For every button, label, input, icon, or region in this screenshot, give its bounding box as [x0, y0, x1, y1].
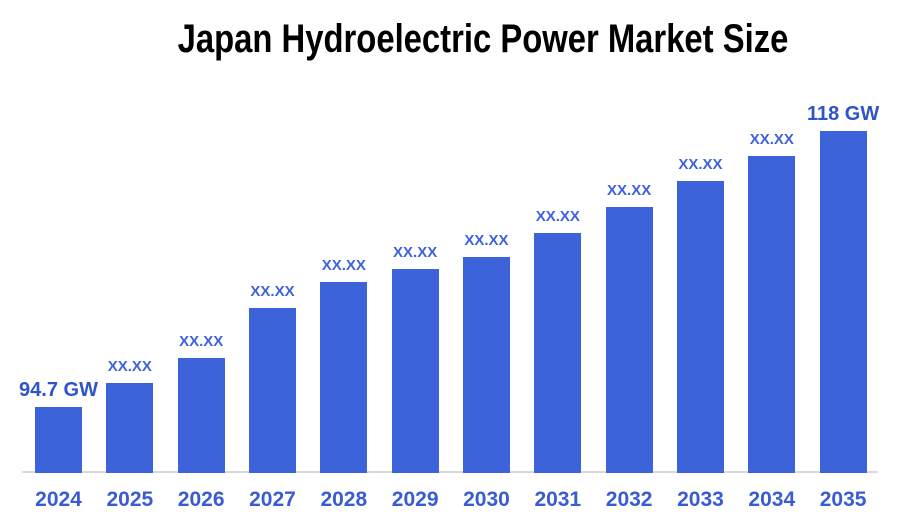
bar-column-2033: XX.XX: [676, 156, 724, 473]
bar-column-2032: XX.XX: [605, 182, 653, 473]
x-tick-2034: 2034: [748, 488, 796, 511]
bar-2032: [605, 207, 653, 473]
bar-value-label-2029: XX.XX: [393, 244, 438, 261]
bar-column-2034: XX.XX: [748, 131, 796, 473]
x-axis-line: [22, 471, 878, 473]
bar-value-label-2031: XX.XX: [535, 208, 580, 225]
x-tick-2033: 2033: [677, 488, 724, 511]
bar-column-2027: XX.XX: [248, 283, 296, 473]
bar-column-2031: XX.XX: [534, 208, 582, 473]
bar-column-2035: 118 GW: [807, 104, 879, 473]
x-tick-2027: 2027: [249, 488, 296, 511]
bar-2026: [177, 358, 225, 473]
bar-value-label-2024: 94.7 GW: [19, 379, 98, 401]
x-tick-2035: 2035: [819, 488, 867, 511]
bar-column-2026: XX.XX: [177, 333, 225, 473]
bar-value-label-2025: XX.XX: [107, 358, 152, 375]
bar-2030: [462, 257, 510, 473]
chart-title: Japan Hydroelectric Power Market Size: [177, 17, 789, 61]
bar-value-label-2032: XX.XX: [607, 182, 652, 199]
bar-value-label-2028: XX.XX: [321, 257, 366, 274]
bars-group: 94.7 GW XX.XX XX.XX XX.XX XX.XX XX.XX XX.XX XX.…: [19, 53, 879, 473]
x-axis-labels: 2024 2025 2026 2027 2028 2029 2030 2031 2032 2033…: [35, 489, 867, 510]
x-tick-2031: 2031: [534, 488, 582, 511]
bar-2027: [248, 308, 296, 473]
bar-column-2029: XX.XX: [391, 244, 439, 473]
bar-value-label-2035: 118 GW: [806, 103, 880, 125]
bar-value-label-2027: XX.XX: [250, 283, 295, 300]
bar-2033: [676, 181, 724, 473]
bar-2024: [35, 407, 82, 473]
bar-value-label-2030: XX.XX: [464, 232, 509, 249]
x-tick-2032: 2032: [605, 488, 653, 511]
x-tick-2030: 2030: [463, 488, 510, 511]
bar-value-label-2034: XX.XX: [749, 131, 794, 148]
bar-value-label-2033: XX.XX: [678, 156, 723, 173]
bar-2035: [819, 131, 867, 473]
bar-2031: [534, 233, 582, 473]
x-tick-2028: 2028: [320, 488, 368, 511]
bar-column-2024: 94.7 GW: [19, 380, 98, 473]
bar-column-2030: XX.XX: [462, 232, 510, 473]
x-tick-2025: 2025: [106, 488, 154, 511]
x-tick-2029: 2029: [391, 488, 439, 511]
bar-2028: [320, 282, 368, 473]
bar-2025: [106, 383, 154, 473]
bar-column-2028: XX.XX: [320, 257, 368, 473]
bar-column-2025: XX.XX: [106, 358, 154, 473]
bar-2034: [748, 156, 796, 473]
bar-2029: [391, 269, 439, 473]
bar-value-label-2026: XX.XX: [179, 333, 224, 350]
x-tick-2026: 2026: [177, 488, 225, 511]
x-tick-2024: 2024: [35, 488, 82, 511]
